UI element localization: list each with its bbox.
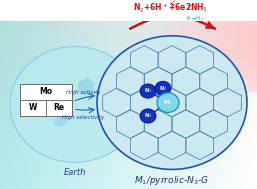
Text: High selectivity: High selectivity: [62, 115, 104, 120]
Text: 2NH$_3$: 2NH$_3$: [185, 2, 208, 15]
Text: N$_2$: N$_2$: [159, 84, 167, 93]
Circle shape: [97, 36, 247, 169]
Circle shape: [155, 81, 171, 95]
FancyBboxPatch shape: [46, 100, 72, 116]
Text: M$_1$: M$_1$: [163, 98, 173, 107]
Text: Re: Re: [53, 103, 65, 112]
Circle shape: [157, 93, 179, 112]
FancyBboxPatch shape: [20, 84, 72, 100]
Polygon shape: [78, 78, 95, 95]
Circle shape: [10, 46, 140, 162]
FancyBboxPatch shape: [20, 100, 46, 116]
Circle shape: [140, 84, 156, 98]
Text: M$_1$/pyrrolic-N$_3$-G: M$_1$/pyrrolic-N$_3$-G: [134, 174, 209, 187]
Text: N$_3$: N$_3$: [144, 112, 152, 120]
Text: High activity: High activity: [66, 90, 100, 95]
Text: N$_2$+6H$^+$+6e$^-$: N$_2$+6H$^+$+6e$^-$: [133, 2, 192, 15]
Polygon shape: [54, 116, 68, 127]
Circle shape: [140, 109, 156, 123]
Text: ✕→H$_2$: ✕→H$_2$: [185, 15, 205, 23]
Text: N$_1$: N$_1$: [144, 87, 152, 95]
Text: Earth: Earth: [64, 168, 86, 177]
Polygon shape: [60, 95, 75, 113]
Text: Mo: Mo: [39, 88, 53, 96]
Text: W: W: [29, 103, 37, 112]
Text: ⚡: ⚡: [168, 0, 176, 12]
FancyBboxPatch shape: [20, 84, 72, 116]
